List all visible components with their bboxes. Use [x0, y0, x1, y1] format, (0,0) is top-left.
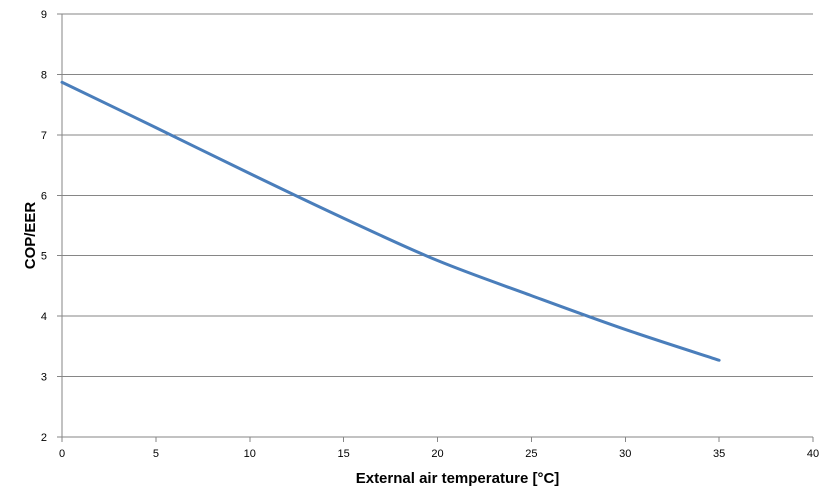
y-tick-label-2: 2 [41, 432, 47, 444]
x-axis-title: External air temperature [°C] [356, 470, 560, 487]
grid [62, 13, 813, 378]
x-tick-label-15: 15 [338, 448, 350, 460]
y-axis-title: COP/EER [22, 202, 39, 270]
x-tick-label-25: 25 [525, 448, 537, 460]
axes [57, 13, 814, 442]
y-tick-label-3: 3 [41, 372, 47, 384]
y-tick-label-6: 6 [41, 190, 47, 202]
y-tick-label-7: 7 [41, 130, 47, 142]
x-tick-label-40: 40 [807, 448, 819, 460]
y-tick-label-8: 8 [41, 69, 47, 81]
x-tick-label-10: 10 [244, 448, 256, 460]
series-line-0 [60, 80, 721, 362]
series [60, 80, 721, 362]
tick-labels: 2 3 4 5 6 7 8 9 0 5 10 15 20 25 30 35 40 [41, 9, 819, 460]
x-tick-label-20: 20 [431, 448, 443, 460]
x-tick-label-35: 35 [713, 448, 725, 460]
y-tick-label-9: 9 [41, 9, 47, 21]
x-tick-label-30: 30 [619, 448, 631, 460]
y-tick-label-4: 4 [41, 311, 47, 323]
y-tick-label-5: 5 [41, 251, 47, 263]
x-tick-label-5: 5 [153, 448, 159, 460]
x-tick-label-0: 0 [59, 448, 65, 460]
